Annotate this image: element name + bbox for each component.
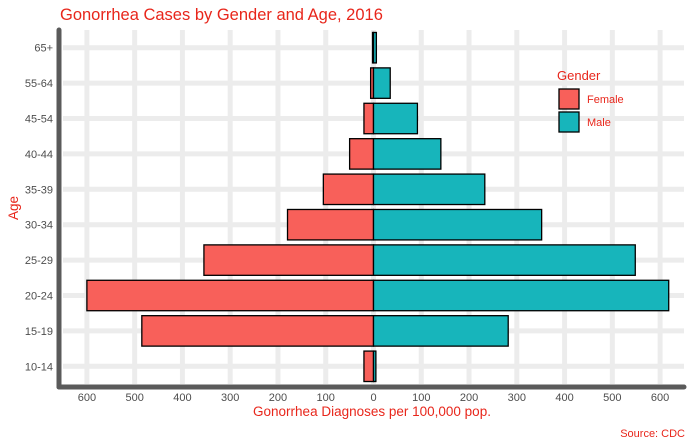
bar-female-10-14 — [363, 350, 375, 383]
bar-female-40-44 — [348, 138, 375, 170]
bars — [86, 31, 670, 383]
bar-male-25-29 — [372, 244, 636, 276]
source-caption: Source: CDC — [620, 428, 685, 440]
bar-male-65+ — [372, 31, 378, 64]
x-tick-label: 200 — [460, 392, 478, 404]
bar-female-30-34 — [286, 208, 375, 241]
bar-female-15-19 — [141, 315, 375, 347]
x-tick-label: 400 — [555, 392, 573, 404]
x-tick-label: 0 — [370, 392, 376, 404]
y-tick-label: 20-24 — [25, 291, 53, 303]
bar-male-15-19 — [372, 315, 509, 347]
bar-male-30-34 — [372, 208, 543, 241]
bar-male-35-39 — [372, 173, 486, 206]
x-tick-label: 500 — [125, 392, 143, 404]
x-tick-label: 100 — [412, 392, 430, 404]
bar-male-10-14 — [372, 350, 377, 383]
legend: Gender Female Male — [557, 68, 624, 133]
bar-male-45-54 — [372, 102, 419, 135]
bar-male-40-44 — [372, 138, 442, 170]
legend-key-male — [558, 111, 580, 133]
legend-key-female — [558, 88, 580, 110]
axes — [56, 27, 687, 390]
y-tick-label: 15-19 — [25, 326, 53, 338]
y-tick-label: 45-54 — [25, 114, 53, 126]
x-tick-label: 300 — [508, 392, 526, 404]
x-tick-label: 300 — [221, 392, 239, 404]
y-axis-title: Age — [6, 196, 21, 220]
bar-female-25-29 — [203, 244, 375, 276]
x-tick-label: 100 — [317, 392, 335, 404]
y-tick-label: 55-64 — [25, 78, 53, 90]
bar-female-35-39 — [322, 173, 375, 206]
x-tick-labels: 600 500 400 300 200 100 0 100 200 300 400 500 600 — [78, 392, 670, 404]
x-tick-label: 600 — [651, 392, 669, 404]
y-tick-label: 30-34 — [25, 220, 53, 232]
bar-male-55-64 — [372, 67, 391, 99]
x-tick-label: 600 — [78, 392, 96, 404]
x-tick-label: 400 — [173, 392, 191, 404]
y-tick-label: 40-44 — [25, 149, 53, 161]
y-tick-label: 25-29 — [25, 255, 53, 267]
y-tick-label: 35-39 — [25, 184, 53, 196]
x-tick-label: 200 — [269, 392, 287, 404]
bar-male-20-24 — [372, 279, 670, 312]
legend-label-female: Female — [587, 94, 624, 106]
y-tick-labels: 10-14 15-19 20-24 25-29 30-34 35-39 40-44 45-54… — [25, 43, 53, 374]
bar-female-45-54 — [363, 102, 375, 135]
chart-title: Gonorrhea Cases by Gender and Age, 2016 — [60, 6, 383, 24]
x-axis-title: Gonorrhea Diagnoses per 100,000 pop. — [253, 404, 491, 419]
y-tick-label: 10-14 — [25, 361, 53, 373]
x-tick-label: 500 — [603, 392, 621, 404]
bar-female-20-24 — [86, 279, 375, 312]
legend-label-male: Male — [587, 117, 611, 129]
y-tick-label: 65+ — [34, 43, 53, 55]
legend-title: Gender — [557, 68, 601, 83]
